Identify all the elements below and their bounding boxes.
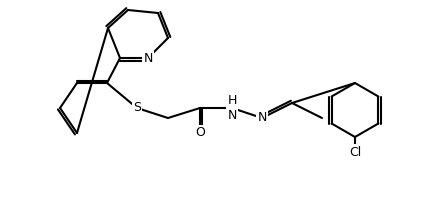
Text: O: O	[195, 127, 204, 140]
Text: N: N	[257, 111, 266, 125]
Text: S: S	[133, 102, 141, 115]
Text: N: N	[143, 52, 152, 65]
Text: H
N: H N	[227, 94, 236, 122]
Text: Cl: Cl	[348, 145, 360, 158]
